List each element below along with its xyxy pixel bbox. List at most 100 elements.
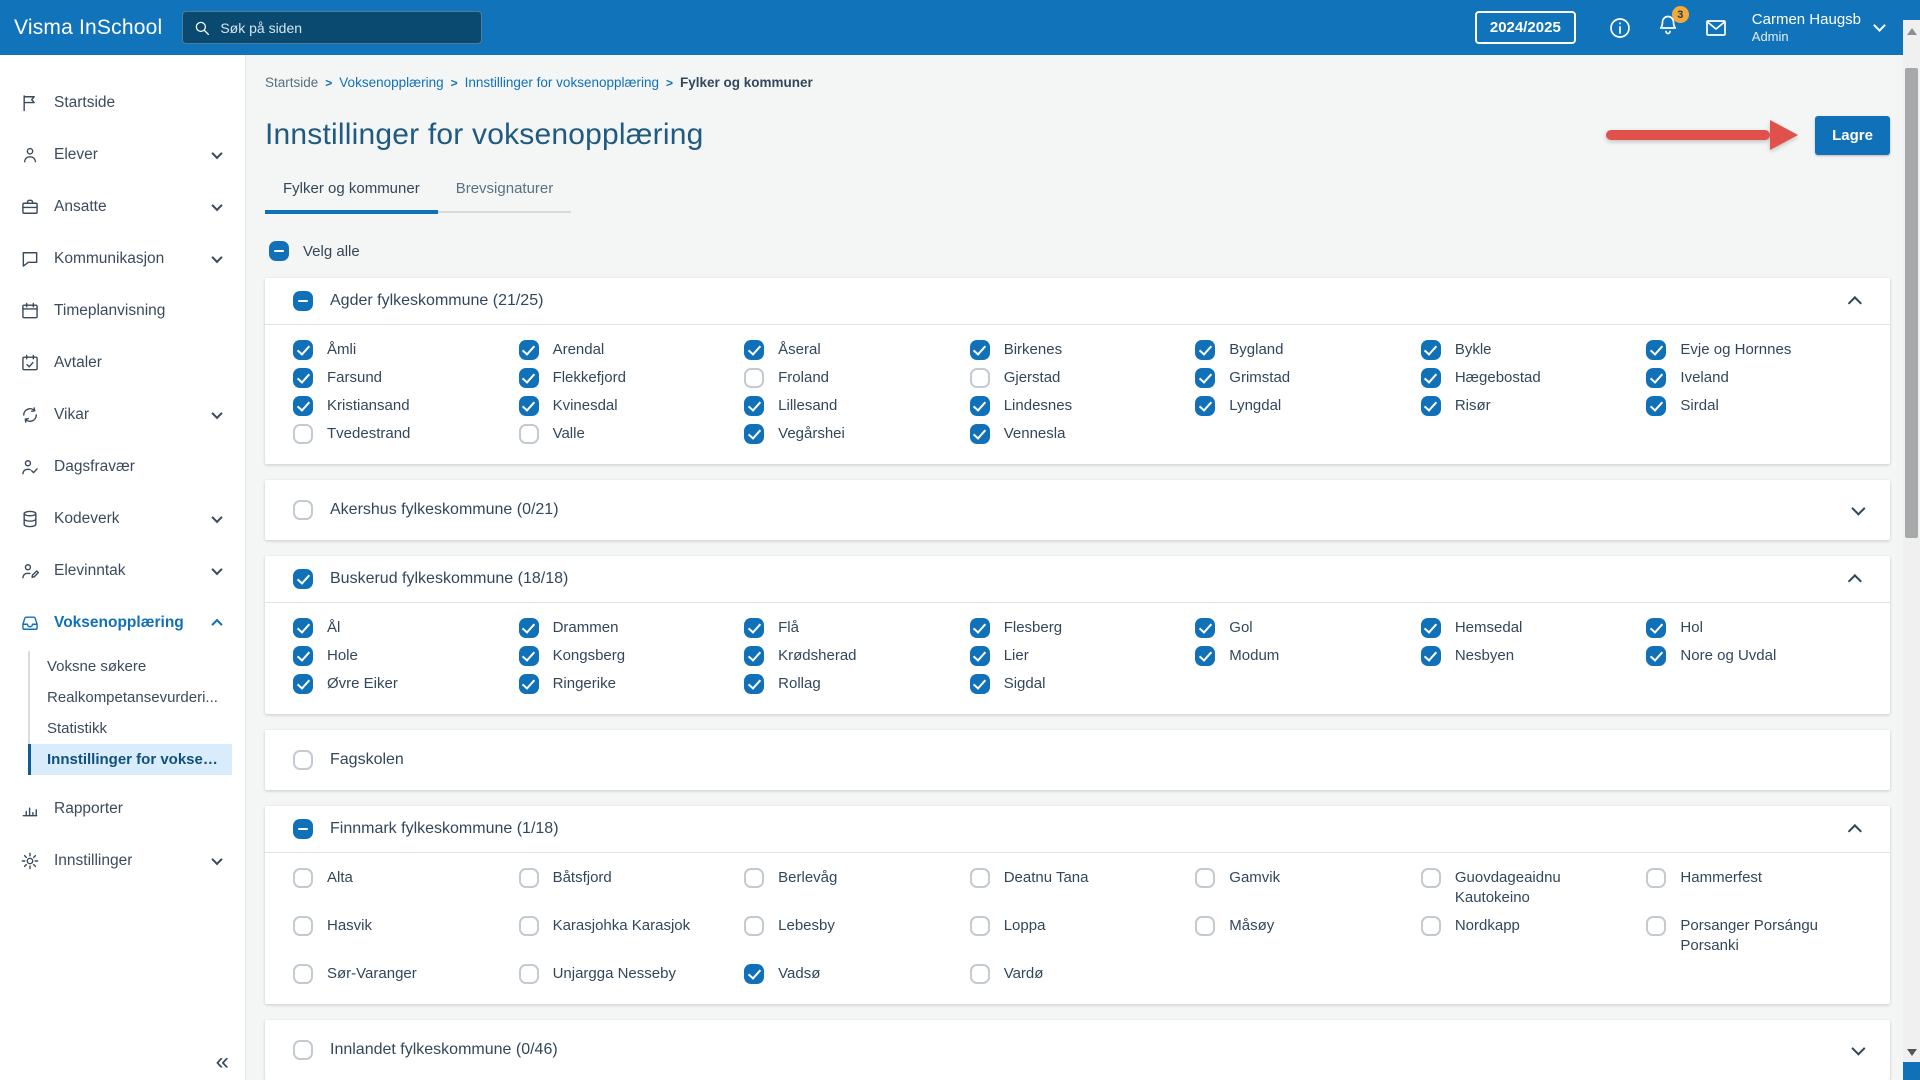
scrollbar-thumb[interactable] [1905, 68, 1918, 538]
municipality-option-vardø[interactable]: Vardø [969, 964, 1186, 984]
municipality-checkbox[interactable] [1646, 868, 1667, 888]
info-icon[interactable] [1608, 16, 1632, 40]
sidebar-item-vikar[interactable]: Vikar [0, 389, 245, 441]
municipality-option-modum[interactable]: Modum [1195, 646, 1411, 666]
municipality-option-valle[interactable]: Valle [518, 424, 735, 444]
section-checkbox[interactable] [293, 291, 313, 311]
municipality-checkbox[interactable] [1646, 618, 1667, 638]
search-input[interactable] [220, 19, 472, 36]
municipality-checkbox[interactable] [969, 868, 990, 888]
chevron-up-icon[interactable] [1847, 824, 1862, 839]
municipality-option-arendal[interactable]: Arendal [518, 340, 735, 360]
municipality-checkbox[interactable] [518, 646, 539, 666]
municipality-option-risør[interactable]: Risør [1420, 396, 1637, 416]
section-checkbox[interactable] [293, 750, 313, 770]
municipality-checkbox[interactable] [744, 368, 765, 388]
breadcrumb-startside[interactable]: Startside [265, 75, 319, 90]
municipality-option-kongsberg[interactable]: Kongsberg [518, 646, 735, 666]
sidebar-item-innstillinger[interactable]: Innstillinger [0, 835, 245, 887]
select-all-checkbox[interactable] [269, 241, 289, 261]
municipality-checkbox[interactable] [518, 916, 539, 936]
municipality-option-nore-og-uvdal[interactable]: Nore og Uvdal [1646, 646, 1862, 666]
municipality-option-måsøy[interactable]: Måsøy [1195, 916, 1411, 956]
select-all[interactable]: Velg alle [269, 241, 360, 261]
section-header[interactable]: Akershus fylkeskommune (0/21) [265, 480, 1890, 540]
municipality-checkbox[interactable] [744, 424, 765, 444]
municipality-checkbox[interactable] [1420, 340, 1441, 360]
municipality-checkbox[interactable] [1195, 646, 1216, 666]
municipality-option-froland[interactable]: Froland [744, 368, 960, 388]
tab-fylker-og-kommuner[interactable]: Fylker og kommuner [265, 180, 438, 214]
municipality-option-berlevåg[interactable]: Berlevåg [744, 868, 960, 908]
municipality-option-flesberg[interactable]: Flesberg [969, 618, 1186, 638]
municipality-option-nesbyen[interactable]: Nesbyen [1420, 646, 1637, 666]
municipality-checkbox[interactable] [744, 618, 765, 638]
municipality-option-nordkapp[interactable]: Nordkapp [1420, 916, 1637, 956]
section-header[interactable]: Agder fylkeskommune (21/25) [265, 278, 1890, 324]
section-checkbox[interactable] [293, 819, 313, 839]
municipality-option-gjerstad[interactable]: Gjerstad [969, 368, 1186, 388]
municipality-checkbox[interactable] [518, 396, 539, 416]
sidebar-item-elever[interactable]: Elever [0, 129, 245, 181]
sidebar-item-ansatte[interactable]: Ansatte [0, 181, 245, 233]
municipality-option-grimstad[interactable]: Grimstad [1195, 368, 1411, 388]
municipality-checkbox[interactable] [518, 674, 539, 694]
municipality-option-guovdageaidnu-kautokeino[interactable]: Guovdageaidnu Kautokeino [1420, 868, 1637, 908]
municipality-option-flekkefjord[interactable]: Flekkefjord [518, 368, 735, 388]
municipality-checkbox[interactable] [744, 674, 765, 694]
municipality-checkbox[interactable] [969, 340, 990, 360]
municipality-checkbox[interactable] [293, 964, 313, 984]
municipality-option-porsanger-porsángu-porsanki[interactable]: Porsanger Porsángu Porsanki [1646, 916, 1862, 956]
municipality-checkbox[interactable] [293, 340, 313, 360]
scroll-up-arrow-icon[interactable] [1906, 28, 1917, 35]
municipality-option-farsund[interactable]: Farsund [293, 368, 509, 388]
section-checkbox[interactable] [293, 500, 313, 520]
scroll-down-arrow-icon[interactable] [1906, 1049, 1917, 1056]
mail-icon[interactable] [1704, 16, 1728, 40]
municipality-option-kristiansand[interactable]: Kristiansand [293, 396, 509, 416]
municipality-checkbox[interactable] [1195, 396, 1216, 416]
municipality-option-loppa[interactable]: Loppa [969, 916, 1186, 956]
municipality-option-åseral[interactable]: Åseral [744, 340, 960, 360]
municipality-checkbox[interactable] [1646, 368, 1667, 388]
municipality-option-alta[interactable]: Alta [293, 868, 509, 908]
municipality-checkbox[interactable] [969, 646, 990, 666]
municipality-option-tvedestrand[interactable]: Tvedestrand [293, 424, 509, 444]
chevron-down-icon[interactable] [1851, 1041, 1866, 1056]
municipality-option-båtsfjord[interactable]: Båtsfjord [518, 868, 735, 908]
municipality-checkbox[interactable] [518, 368, 539, 388]
section-header[interactable]: Buskerud fylkeskommune (18/18) [265, 556, 1890, 602]
sidebar-subitem-statistikk[interactable]: Statistikk [47, 720, 108, 737]
municipality-checkbox[interactable] [744, 646, 765, 666]
municipality-option-vennesla[interactable]: Vennesla [969, 424, 1186, 444]
sidebar-subitem-innstillinger-for-voksen[interactable]: Innstillinger for voksen... [28, 744, 232, 775]
municipality-checkbox[interactable] [744, 396, 765, 416]
sidebar-item-timeplanvisning[interactable]: Timeplanvisning [0, 285, 245, 337]
municipality-option-hemsedal[interactable]: Hemsedal [1420, 618, 1637, 638]
municipality-option-unjargga-nesseby[interactable]: Unjargga Nesseby [518, 964, 735, 984]
municipality-checkbox[interactable] [518, 424, 539, 444]
breadcrumb-voksenopplaering[interactable]: Voksenopplæring [339, 75, 444, 90]
municipality-checkbox[interactable] [293, 674, 313, 694]
municipality-option-sirdal[interactable]: Sirdal [1646, 396, 1862, 416]
municipality-checkbox[interactable] [518, 964, 539, 984]
sidebar-subitem-voksne-søkere[interactable]: Voksne søkere [47, 658, 147, 675]
municipality-checkbox[interactable] [518, 618, 539, 638]
sidebar-item-rapporter[interactable]: Rapporter [0, 783, 245, 835]
municipality-checkbox[interactable] [293, 868, 313, 888]
municipality-option-birkenes[interactable]: Birkenes [969, 340, 1186, 360]
municipality-checkbox[interactable] [518, 868, 539, 888]
municipality-option-drammen[interactable]: Drammen [518, 618, 735, 638]
municipality-option-kvinesdal[interactable]: Kvinesdal [518, 396, 735, 416]
municipality-checkbox[interactable] [293, 368, 313, 388]
municipality-option-evje-og-hornnes[interactable]: Evje og Hornnes [1646, 340, 1862, 360]
municipality-checkbox[interactable] [744, 964, 765, 984]
municipality-checkbox[interactable] [969, 618, 990, 638]
chevron-down-icon[interactable] [1851, 501, 1866, 516]
sidebar-item-voksenopplæring[interactable]: Voksenopplæring [0, 597, 245, 649]
municipality-checkbox[interactable] [1420, 368, 1441, 388]
municipality-option-iveland[interactable]: Iveland [1646, 368, 1862, 388]
municipality-option-ål[interactable]: Ål [293, 618, 509, 638]
municipality-checkbox[interactable] [1420, 396, 1441, 416]
municipality-checkbox[interactable] [744, 868, 765, 888]
